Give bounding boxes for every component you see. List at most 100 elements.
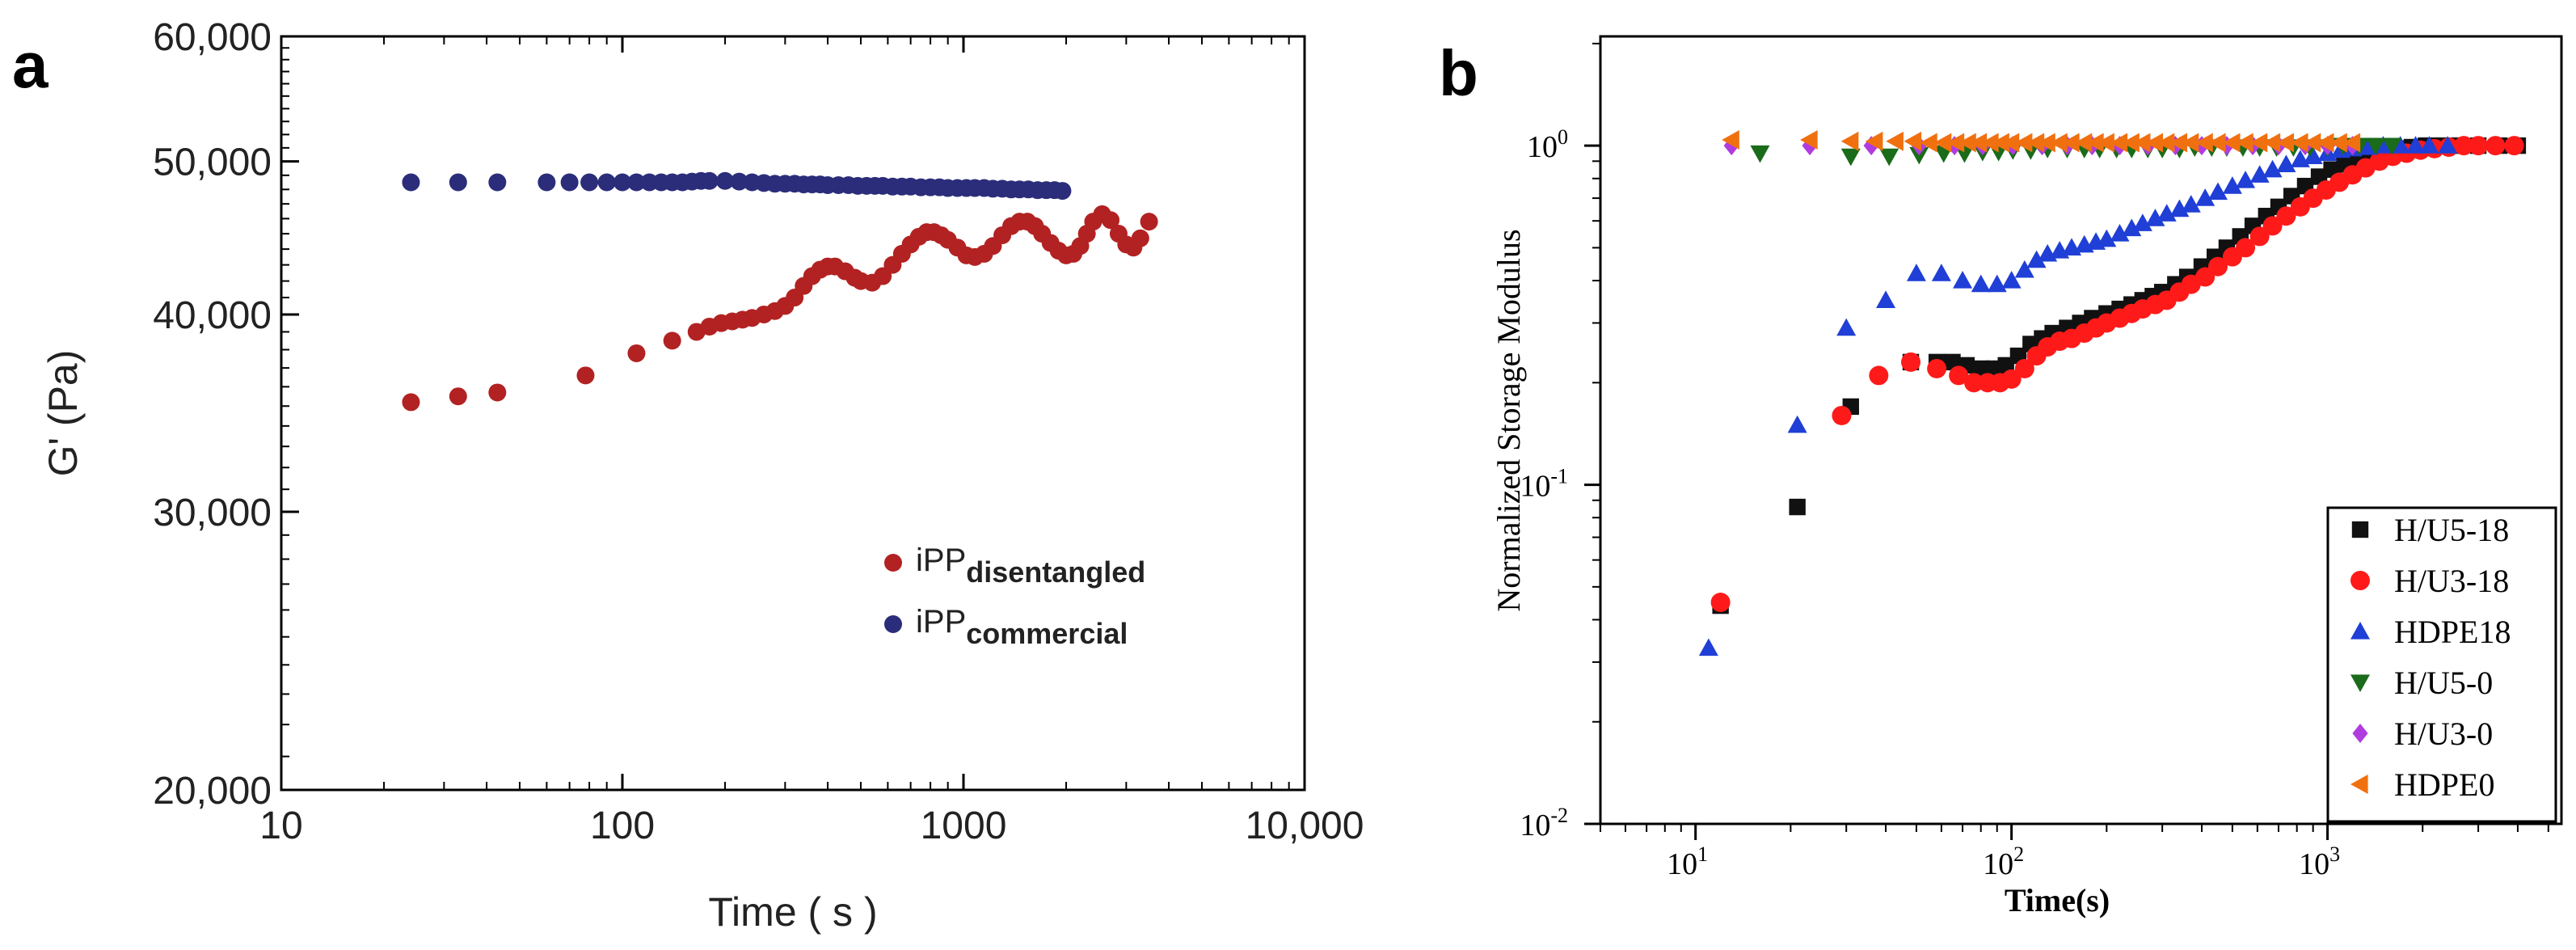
data-point-H/U3-18 (1869, 365, 1889, 386)
y-tick-label: 10-1 (1520, 465, 1568, 504)
panel-b-tick-labels: 101 102 103 10-2 10-1 100 (1520, 125, 2340, 881)
data-point-H/U3-18 (2236, 238, 2256, 258)
data-point-H/U5-18 (1789, 498, 1806, 516)
data-point-HDPE0 (2038, 133, 2055, 153)
legend-label-HDPE0: HDPE0 (2394, 766, 2494, 803)
data-point-disentangled (488, 383, 507, 402)
panel-a-tick-labels: 10 100 1000 10,000 20,000 30,000 40,000 50,000 6… (153, 16, 1364, 847)
data-point-HDPE18 (2303, 146, 2323, 164)
data-point-commercial (580, 173, 599, 192)
data-point-HDPE18 (1876, 290, 1896, 308)
data-point-H/U3-18 (2014, 358, 2034, 378)
data-point-HDPE0 (1958, 133, 1976, 153)
data-point-HDPE0 (2014, 133, 2033, 153)
data-point-commercial (627, 173, 646, 192)
data-point-HDPE0 (1969, 133, 1988, 153)
data-point-H/U5-0 (2382, 137, 2402, 156)
panel-a-x-axis-label: Time ( s ) (708, 889, 877, 935)
data-point-H/U3-18 (1927, 358, 1947, 378)
data-point-HDPE0 (2157, 133, 2175, 153)
data-point-HDPE0 (2145, 133, 2164, 153)
data-point-HDPE18 (1906, 264, 1926, 281)
data-point-HDPE18 (2276, 154, 2296, 173)
data-point-HDPE0 (1981, 133, 1999, 153)
panel-b-x-axis-label: Time(s) (2005, 882, 2110, 918)
data-point-HDPE18 (2181, 195, 2201, 213)
data-point-disentangled (663, 331, 681, 350)
legend-marker-H/U5-18 (2351, 521, 2369, 538)
data-point-HDPE0 (2050, 133, 2068, 153)
data-point-HDPE0 (2249, 133, 2268, 153)
panel-a: a 10 100 1000 10,000 20,000 30,000 40,000 50,00… (12, 16, 1364, 935)
legend-label-H/U3-0: H/U3-0 (2394, 716, 2493, 752)
data-point-HDPE18 (2438, 136, 2458, 154)
data-point-commercial (597, 173, 616, 192)
data-point-HDPE0 (2181, 133, 2199, 153)
data-point-HDPE0 (1800, 130, 1818, 150)
data-point-H/U5-18 (1972, 360, 1989, 378)
data-point-HDPE0 (2001, 133, 2020, 153)
y-tick-label: 20,000 (153, 770, 272, 813)
data-point-H/U3-18 (2276, 206, 2296, 226)
legend-marker-iPP-commercial (884, 615, 902, 633)
legend-label-iPP-commercial: iPPcommercial (916, 604, 1128, 650)
data-point-disentangled (449, 387, 467, 406)
data-point-HDPE18 (2262, 159, 2283, 178)
x-tick-label: 10 (259, 804, 302, 847)
data-point-HDPE18 (1698, 638, 1718, 657)
panel-b-legend-entries: H/U5-18 H/U3-18 HDPE18 H/U5-0 H/U3-0 HDPE0 (2350, 512, 2511, 803)
data-point-HDPE18 (2097, 229, 2117, 247)
data-point-HDPE0 (2329, 133, 2347, 153)
data-point-HDPE0 (2222, 133, 2241, 153)
legend-marker-iPP-disentangled (884, 554, 902, 572)
data-point-HDPE18 (2195, 188, 2216, 206)
data-point-disentangled (1102, 211, 1120, 230)
data-point-HDPE18 (2001, 271, 2022, 289)
panel-a-plot-frame (280, 35, 1306, 792)
y-tick-label: 40,000 (153, 294, 272, 337)
data-point-HDPE18 (2249, 165, 2270, 183)
panel-a-legend: iPPdisentangled iPPcommercial (884, 543, 1145, 650)
data-point-HDPE0 (2303, 133, 2321, 153)
x-tick-label: 102 (1983, 842, 2024, 881)
data-point-HDPE18 (2157, 204, 2177, 222)
panel-b-data-points (1698, 130, 2527, 657)
legend-label-H/U5-0: H/U5-0 (2394, 665, 2493, 701)
panel-b-legend: H/U5-18 H/U3-18 HDPE18 H/U5-0 H/U3-0 HDPE0 (2326, 506, 2557, 823)
x-tick-label: 101 (1667, 842, 1708, 881)
legend-marker-HDPE0 (2350, 775, 2368, 794)
data-point-HDPE18 (2122, 218, 2142, 237)
data-point-HDPE0 (1865, 131, 1883, 151)
data-point-HDPE0 (2276, 133, 2295, 153)
data-point-HDPE0 (2074, 133, 2093, 153)
data-point-HDPE18 (2169, 199, 2190, 217)
data-point-HDPE18 (2132, 213, 2152, 231)
legend-marker-H/U3-18 (2350, 571, 2370, 590)
data-point-HDPE18 (2026, 250, 2047, 268)
data-point-HDPE0 (1840, 131, 1859, 151)
data-point-HDPE18 (1931, 264, 1951, 281)
data-point-HDPE18 (2236, 171, 2256, 188)
legend-marker-HDPE18 (2350, 622, 2370, 640)
data-point-H/U3-18 (2001, 369, 2022, 389)
data-point-HDPE18 (1836, 318, 1857, 336)
data-point-HDPE18 (2110, 224, 2130, 242)
data-point-HDPE0 (1886, 131, 1904, 151)
data-point-HDPE0 (2122, 133, 2140, 153)
data-point-HDPE18 (2222, 176, 2242, 194)
legend-marker-H/U5-0 (2350, 674, 2370, 692)
panel-b-y-axis-label: Normalized Storage Modulus (1490, 229, 1527, 611)
data-point-H/U5-0 (2366, 137, 2386, 156)
data-point-H/U3-18 (2504, 136, 2524, 156)
data-point-H/U3-18 (2454, 136, 2474, 156)
panel-b-label: b (1439, 37, 1478, 109)
data-point-HDPE0 (1722, 130, 1739, 150)
data-point-H/U3-18 (1901, 352, 1921, 372)
data-point-disentangled (627, 344, 646, 362)
data-point-disentangled (1131, 229, 1149, 247)
data-point-HDPE18 (2014, 260, 2034, 278)
data-point-commercial (613, 173, 631, 192)
y-tick-label: 30,000 (153, 492, 272, 534)
data-point-HDPE0 (2062, 133, 2080, 153)
